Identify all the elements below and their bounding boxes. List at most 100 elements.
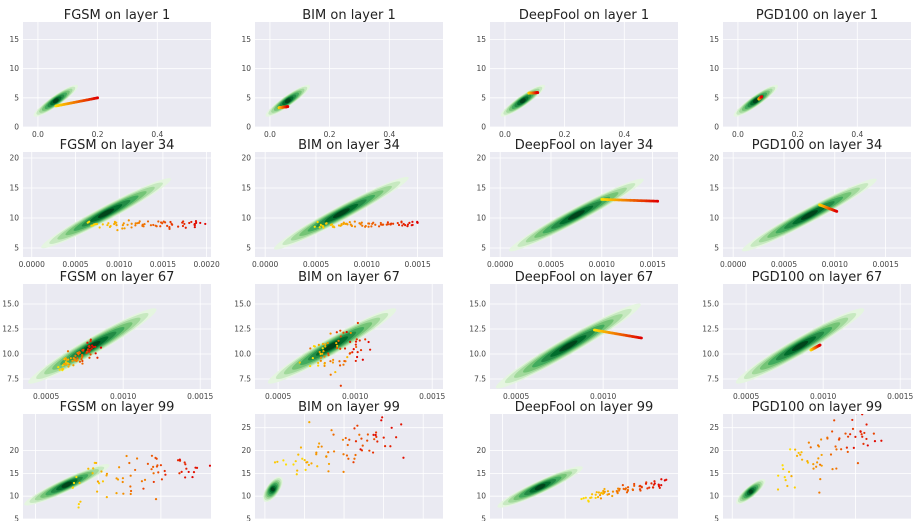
plot-background — [255, 22, 443, 127]
adversarial-point — [178, 472, 181, 475]
adversarial-point — [134, 224, 137, 227]
plot-background — [255, 414, 443, 519]
adversarial-point — [866, 444, 869, 447]
adversarial-point — [152, 480, 155, 484]
adversarial-point — [330, 429, 333, 432]
panel-deepfool-layer-34: DeepFool on layer 34 0.0000 0.0005 0.0010 0.… — [476, 138, 678, 269]
adversarial-point — [660, 484, 663, 487]
adversarial-point — [819, 478, 822, 481]
adversarial-point — [386, 221, 389, 224]
adversarial-point — [307, 463, 310, 467]
adversarial-point — [323, 364, 326, 368]
adversarial-point — [833, 419, 836, 422]
plot-area — [735, 308, 865, 384]
y-tick-label: 5 — [481, 244, 486, 253]
x-tick-label: 0.0005 — [733, 392, 759, 401]
adversarial-point — [349, 340, 352, 343]
adversarial-point — [78, 481, 81, 484]
adversarial-point — [812, 467, 815, 470]
adversarial-point — [859, 430, 862, 433]
adversarial-point — [72, 357, 75, 360]
adversarial-point — [101, 223, 104, 226]
y-tick-label: 0 — [14, 123, 19, 132]
adversarial-point — [361, 224, 364, 227]
y-tick-label: 10 — [476, 214, 486, 223]
y-tick-label: 5 — [246, 515, 251, 521]
adversarial-point — [599, 497, 603, 500]
y-tick-label: 5 — [246, 244, 251, 253]
adversarial-point — [820, 438, 823, 441]
adversarial-point — [106, 223, 109, 227]
adversarial-point — [396, 221, 399, 225]
adversarial-point — [621, 484, 624, 487]
adversarial-point — [816, 461, 819, 464]
adversarial-point — [372, 433, 375, 436]
adversarial-point — [113, 222, 116, 225]
y-tick-label: 10.0 — [469, 350, 486, 359]
adversarial-point — [87, 467, 90, 470]
adversarial-point — [77, 506, 80, 509]
adversarial-point — [794, 448, 797, 451]
adversarial-point — [386, 223, 390, 226]
adversarial-point — [339, 384, 342, 387]
adversarial-point — [108, 225, 112, 229]
adversarial-point — [616, 491, 619, 494]
adversarial-point — [818, 463, 822, 466]
adversarial-point — [337, 339, 340, 342]
y-tick-label: 15 — [9, 35, 19, 44]
adversarial-point — [364, 338, 367, 341]
y-tick-label: 5 — [481, 515, 486, 521]
adversarial-point — [323, 355, 326, 358]
y-tick-label: 15 — [709, 469, 719, 478]
adversarial-point — [392, 222, 395, 225]
plot-area — [265, 84, 311, 117]
adversarial-point — [616, 487, 620, 490]
adversarial-point — [607, 492, 611, 496]
adversarial-point — [180, 470, 183, 474]
plot-area — [733, 84, 779, 117]
adversarial-point — [366, 433, 369, 436]
adversarial-point — [90, 224, 93, 227]
adversarial-point — [320, 445, 323, 448]
panel-fgsm-layer-34: FGSM on layer 34 0.0000 0.0005 0.0010 0.0015… — [9, 138, 220, 269]
y-tick-label: 10 — [476, 492, 486, 501]
plot-area — [28, 308, 157, 384]
y-tick-label: 5 — [14, 244, 19, 253]
adversarial-point — [163, 469, 166, 473]
adversarial-point — [380, 223, 384, 226]
adversarial-point — [611, 494, 614, 498]
adversarial-point — [584, 496, 587, 499]
adversarial-point — [276, 460, 279, 463]
x-tick-label: 0.0 — [264, 130, 276, 139]
adversarial-point — [343, 359, 346, 363]
adversarial-point — [790, 475, 793, 478]
adversarial-point — [152, 472, 155, 475]
adversarial-point — [99, 346, 103, 349]
adversarial-point — [404, 224, 407, 227]
y-tick-label: 20 — [9, 154, 19, 163]
y-tick-label: 12.5 — [234, 325, 251, 334]
adversarial-point — [606, 490, 610, 493]
y-tick-label: 10 — [241, 492, 251, 501]
adversarial-point — [122, 492, 125, 495]
adversarial-point — [141, 223, 144, 226]
x-tick-label: 0.0005 — [538, 260, 564, 269]
adversarial-point — [319, 356, 323, 359]
adversarial-point — [660, 478, 663, 481]
adversarial-point — [846, 435, 850, 438]
x-tick-label: 0.0005 — [62, 260, 88, 269]
adversarial-point — [161, 222, 164, 225]
adversarial-point — [105, 474, 108, 477]
adversarial-point — [644, 482, 648, 485]
panel-title: BIM on layer 34 — [298, 138, 400, 153]
adversarial-point — [829, 453, 833, 456]
adversarial-point — [79, 500, 82, 503]
adversarial-point — [332, 433, 335, 436]
adversarial-point — [781, 464, 784, 467]
adversarial-point — [96, 480, 100, 483]
adversarial-point — [411, 220, 414, 223]
adversarial-point — [78, 351, 81, 354]
adversarial-point — [135, 457, 139, 460]
y-tick-label: 20 — [241, 154, 251, 163]
adversarial-point — [849, 433, 852, 436]
